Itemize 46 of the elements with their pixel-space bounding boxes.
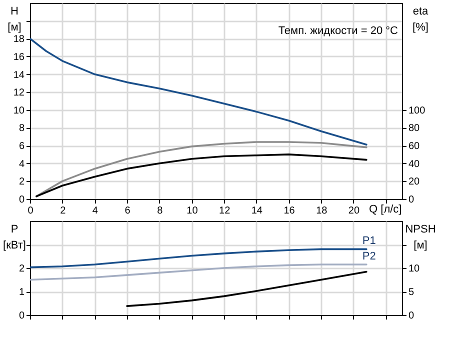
x-tick-label: 10: [186, 206, 198, 216]
y2-tick-label: 10: [408, 264, 420, 274]
y-tick-label: 0: [18, 310, 25, 322]
line-series: [36, 154, 368, 198]
annotation: Темп. жидкости = 20 °C: [278, 25, 398, 37]
x-tick-label: 6: [124, 206, 131, 216]
y-tick-label: 12: [13, 88, 25, 99]
y2-tick-label: 5: [408, 287, 414, 298]
y-tick-label: 16: [13, 52, 25, 63]
y-tick-label: 14: [13, 70, 25, 81]
x-tick-label: 8: [157, 206, 164, 216]
annotation: P1: [362, 235, 376, 248]
y-axis-title: H [м]: [8, 6, 22, 34]
line-series: [30, 38, 368, 146]
x-tick-label: 0: [28, 206, 34, 216]
x-tick-label: 14: [251, 206, 263, 216]
x-axis-title: Q [л/с]: [369, 204, 402, 216]
x-tick-label: 4: [92, 206, 98, 216]
y2-tick-label: 60: [408, 141, 420, 152]
y-tick-label: 1: [18, 287, 25, 298]
y-tick-label: 2: [18, 264, 25, 274]
y2-tick-label: 80: [408, 123, 420, 134]
line-series: [36, 141, 368, 198]
y2-tick-label: 0: [408, 310, 414, 322]
x-tick-label: 2: [60, 206, 66, 216]
y-tick-label: 0: [18, 194, 25, 206]
x-tick-label: 16: [284, 206, 296, 216]
y2-tick-label: 40: [408, 158, 420, 170]
y-tick-label: 8: [18, 123, 25, 134]
y-tick-label: 2: [18, 176, 25, 188]
line-series: [126, 270, 368, 307]
y-axis-title: P [кВт]: [3, 224, 26, 252]
annotation: P2: [362, 250, 376, 262]
y2-tick-label: 20: [408, 176, 420, 188]
y-tick-label: 4: [18, 158, 25, 170]
x-tick-label: 18: [316, 206, 328, 216]
y-tick-label: 18: [13, 34, 25, 46]
y2-axis-title: eta [%]: [412, 6, 430, 34]
line-series: [30, 264, 368, 281]
y-tick-label: 6: [18, 141, 25, 152]
x-tick-label: 12: [219, 206, 231, 216]
y2-tick-label: 100: [408, 105, 426, 116]
y2-tick-label: 0: [408, 194, 414, 206]
x-tick-label: 20: [348, 206, 360, 216]
y-tick-label: 10: [13, 105, 25, 116]
y2-axis-title: NPSH [м]: [405, 224, 436, 252]
